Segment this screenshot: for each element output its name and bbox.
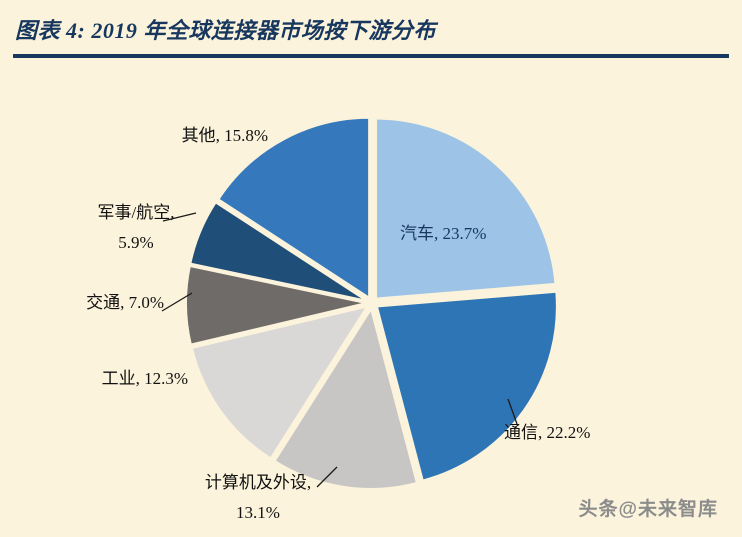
pie-slice-军事/航空 bbox=[189, 200, 368, 302]
slice-label-military-line1: 军事/航空, bbox=[97, 203, 175, 222]
pie-slice-汽车 bbox=[375, 117, 557, 300]
pie-slice-通信 bbox=[375, 290, 558, 482]
slice-label-computer-line2: 13.1% bbox=[236, 503, 280, 522]
leader-lines bbox=[161, 212, 518, 488]
slice-label-industrial: 工业, 12.3% bbox=[101, 369, 188, 388]
pie-slice-工业 bbox=[190, 304, 370, 460]
slice-label-telecom: 通信, 22.2% bbox=[504, 423, 591, 442]
slice-label-automotive: 汽车, 23.7% bbox=[400, 224, 487, 243]
slice-label-others: 其他, 15.8% bbox=[181, 126, 268, 145]
figure-header: 图表 4: 2019 年全球连接器市场按下游分布 bbox=[13, 0, 729, 58]
pie-slice-交通 bbox=[185, 264, 367, 346]
pie-chart-svg bbox=[161, 116, 558, 490]
figure-title: 图表 4: 2019 年全球连接器市场按下游分布 bbox=[15, 18, 436, 43]
leader-line-transport bbox=[161, 292, 193, 312]
leader-line-computer bbox=[316, 466, 338, 488]
watermark: 头条@未来智库 bbox=[578, 499, 718, 520]
slice-label-computer-line1: 计算机及外设, bbox=[204, 473, 312, 492]
leader-line-military bbox=[162, 212, 197, 222]
pie-slices bbox=[185, 116, 558, 490]
pie-slice-其他 bbox=[217, 116, 371, 300]
leader-line-telecom bbox=[507, 398, 518, 425]
slice-label-military-line2: 5.9% bbox=[118, 233, 154, 252]
pie-slice-计算机及外设 bbox=[273, 306, 419, 490]
slice-label-transport: 交通, 7.0% bbox=[86, 293, 164, 312]
